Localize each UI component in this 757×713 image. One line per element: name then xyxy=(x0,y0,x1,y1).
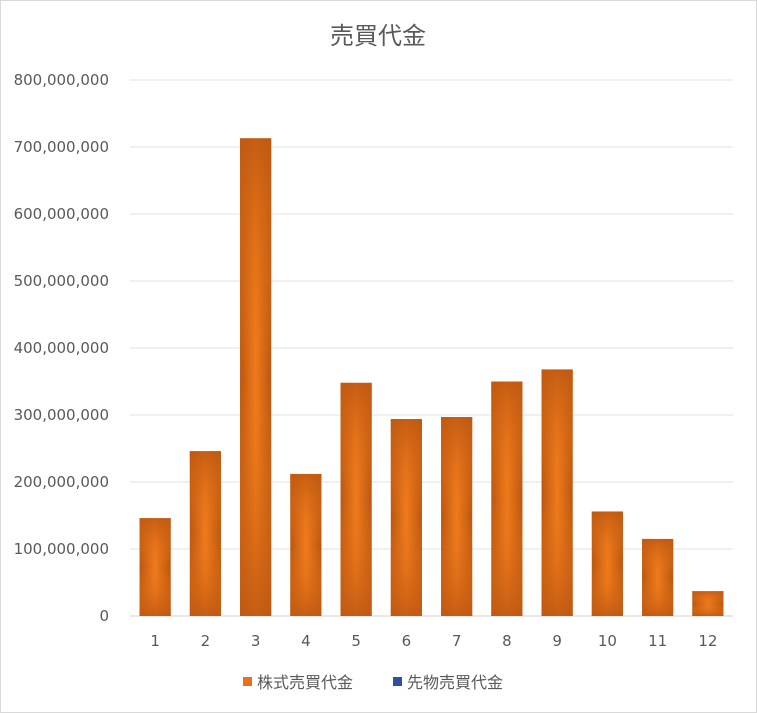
x-tick-label: 11 xyxy=(648,632,667,650)
bar-shading xyxy=(491,381,523,616)
chart-title: 売買代金 xyxy=(330,22,426,50)
bar-shading xyxy=(189,451,221,616)
bar-shading xyxy=(591,511,623,616)
bar-shading xyxy=(139,518,171,616)
y-tick-label: 200,000,000 xyxy=(14,473,109,491)
y-tick-label: 700,000,000 xyxy=(14,138,109,156)
x-tick-label: 5 xyxy=(351,632,361,650)
y-tick-label: 300,000,000 xyxy=(14,406,109,424)
x-axis-ticks: 1 2 3 4 5 6 7 8 9 10 11 12 xyxy=(150,632,717,650)
bars xyxy=(139,138,724,617)
x-tick-label: 6 xyxy=(402,632,412,650)
gridlines xyxy=(130,79,733,617)
legend-swatch xyxy=(243,677,252,686)
y-tick-label: 100,000,000 xyxy=(14,540,109,558)
x-tick-label: 3 xyxy=(251,632,261,650)
legend-swatch xyxy=(393,677,402,686)
x-tick-label: 10 xyxy=(598,632,617,650)
x-tick-label: 7 xyxy=(452,632,462,650)
legend: 株式売買代金 先物売買代金 xyxy=(243,673,503,692)
x-tick-label: 9 xyxy=(552,632,562,650)
x-tick-label: 12 xyxy=(698,632,717,650)
bar-shading xyxy=(290,473,322,616)
bar-shading xyxy=(692,591,724,616)
x-tick-label: 8 xyxy=(502,632,512,650)
bar-shading xyxy=(340,382,372,616)
x-tick-label: 2 xyxy=(201,632,211,650)
bar-shading xyxy=(541,369,573,616)
x-tick-label: 1 xyxy=(150,632,160,650)
y-tick-label: 0 xyxy=(99,607,109,625)
bar-shading xyxy=(441,417,473,616)
y-tick-label: 500,000,000 xyxy=(14,272,109,290)
x-tick-label: 4 xyxy=(301,632,311,650)
y-axis-ticks: 0 100,000,000 200,000,000 300,000,000 400,00… xyxy=(14,71,109,625)
bar-shading xyxy=(642,538,674,616)
y-tick-label: 400,000,000 xyxy=(14,339,109,357)
y-tick-label: 800,000,000 xyxy=(14,71,109,89)
bar-shading xyxy=(240,138,272,617)
legend-label: 株式売買代金 xyxy=(257,673,353,692)
bar-shading xyxy=(390,419,422,616)
legend-label: 先物売買代金 xyxy=(407,673,503,692)
y-tick-label: 600,000,000 xyxy=(14,205,109,223)
